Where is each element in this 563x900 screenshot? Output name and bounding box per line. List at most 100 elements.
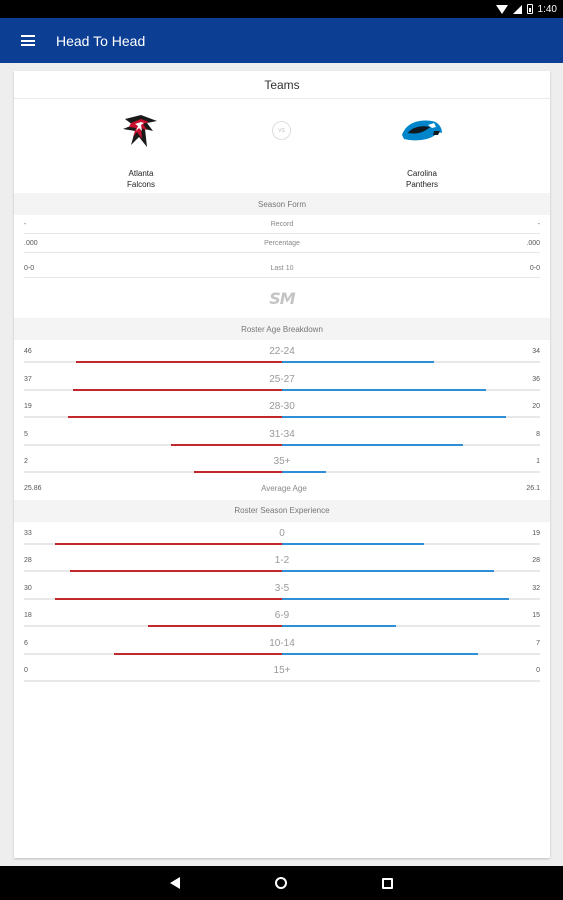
hamburger-icon — [21, 35, 35, 46]
experience-right-bar — [282, 542, 424, 545]
signal-icon — [512, 4, 522, 14]
wifi-icon — [495, 4, 508, 14]
age-label: 22-24 — [269, 346, 295, 357]
team-left[interactable]: Atlanta Falcons — [91, 109, 191, 190]
experience-left-bar — [70, 570, 282, 572]
average-age-row: 25.86 Average Age 26.1 — [24, 478, 540, 500]
battery-icon — [526, 4, 533, 14]
percentage-label: Percentage — [264, 239, 300, 247]
experience-left-bar — [148, 625, 282, 627]
age-label: 31-34 — [269, 428, 295, 440]
age-right-bar — [282, 471, 326, 473]
season-form-header: Season Form — [14, 193, 550, 215]
record-left: - — [24, 220, 27, 228]
experience-list: 33 0 19 28 1-2 28 30 3-5 32 18 6-9 15 6 10-14 7 0 15+ 0 — [14, 522, 550, 687]
experience-right-value: 15 — [532, 612, 540, 619]
panthers-logo-icon — [402, 120, 442, 141]
experience-right-value: 0 — [536, 667, 540, 674]
last-10-label: Last 10 — [270, 264, 294, 272]
age-left-value: 37 — [24, 375, 32, 383]
brand-logo-text: SM — [269, 288, 295, 308]
age-row: 2 35+ 1 — [24, 450, 540, 478]
age-left-bar — [73, 388, 282, 391]
age-right-value: 36 — [532, 375, 540, 383]
experience-left-bar — [114, 652, 282, 655]
experience-label: 15+ — [273, 665, 291, 676]
experience-right-value: 28 — [532, 557, 540, 564]
experience-row: 6 10-14 7 — [24, 632, 540, 660]
age-right-value: 8 — [536, 430, 540, 438]
experience-right-bar — [282, 597, 509, 600]
age-label: 28-30 — [269, 401, 295, 412]
experience-label: 3-5 — [274, 582, 290, 594]
age-left-bar — [171, 443, 282, 446]
team-left-name-2: Falcons — [126, 180, 155, 189]
experience-left-value: 6 — [24, 639, 28, 647]
experience-row: 33 0 19 — [24, 522, 540, 550]
team-right-name-2: Panthers — [405, 180, 439, 189]
experience-label: 1-2 — [274, 555, 290, 566]
age-right-value: 34 — [532, 348, 540, 355]
record-right: - — [537, 220, 540, 228]
experience-right-value: 32 — [532, 584, 540, 592]
experience-right-bar — [282, 625, 396, 627]
age-left-value: 46 — [24, 348, 32, 355]
age-label: 35+ — [273, 456, 291, 467]
experience-row: 18 6-9 15 — [24, 604, 540, 632]
last-10-right: 0-0 — [529, 264, 540, 272]
page-title: Head To Head — [56, 32, 146, 49]
age-right-bar — [282, 361, 434, 363]
experience-label: 6-9 — [274, 610, 290, 621]
age-label: 25-27 — [269, 373, 295, 385]
age-left-bar — [68, 416, 282, 418]
record-label: Record — [270, 220, 294, 228]
experience-row: 28 1-2 28 — [24, 549, 540, 577]
age-right-value: 20 — [532, 403, 540, 410]
team-right[interactable]: Carolina Panthers — [372, 109, 472, 190]
age-row: 19 28-30 20 — [24, 395, 540, 423]
experience-row: 30 3-5 32 — [24, 577, 540, 605]
experience-header: Roster Season Experience — [14, 499, 550, 522]
team-right-name-1: Carolina — [407, 169, 437, 178]
age-right-bar — [282, 416, 506, 418]
average-age-right: 26.1 — [526, 485, 540, 492]
average-age-label: Average Age — [261, 484, 307, 493]
last-10-left: 0-0 — [24, 264, 35, 272]
experience-right-bar — [282, 570, 494, 572]
experience-left-bar — [55, 597, 282, 600]
status-time: 1:40 — [537, 3, 557, 15]
age-right-value: 1 — [536, 458, 540, 465]
head-to-head-card: Teams Atlanta Falcons VS Carolina Panthe… — [14, 71, 550, 858]
card-title: Teams — [14, 71, 550, 99]
age-left-bar — [76, 361, 282, 363]
system-nav-bar — [0, 866, 563, 900]
last-10-row: 0-0 Last 10 0-0 — [24, 259, 540, 278]
experience-track — [24, 680, 540, 682]
age-breakdown-list: 46 22-24 34 37 25-27 36 19 28-30 20 5 31-34 8 2 35+ 1 — [14, 340, 550, 478]
experience-left-value: 28 — [24, 557, 32, 564]
status-bar: 1:40 — [0, 0, 563, 18]
percentage-right: .000 — [526, 239, 540, 247]
average-age-left: 25.86 — [24, 485, 42, 492]
team-left-name-1: Atlanta — [128, 169, 154, 178]
percentage-row: .000 Percentage .000 — [24, 234, 540, 253]
age-right-bar — [282, 388, 486, 391]
age-row: 37 25-27 36 — [24, 368, 540, 396]
percentage-left: .000 — [24, 239, 38, 247]
menu-button[interactable] — [0, 18, 56, 63]
sportsmanias-logo: SM — [14, 278, 550, 318]
age-right-bar — [282, 443, 463, 446]
experience-left-value: 33 — [24, 529, 32, 537]
record-row: - Record - — [24, 215, 540, 234]
home-icon[interactable] — [275, 877, 287, 889]
experience-left-value: 30 — [24, 584, 32, 592]
teams-header: Atlanta Falcons VS Carolina Panthers — [14, 99, 550, 193]
recent-apps-icon[interactable] — [382, 877, 393, 889]
back-icon[interactable] — [170, 877, 180, 889]
experience-right-bar — [282, 652, 478, 655]
experience-left-bar — [55, 542, 282, 545]
experience-label: 0 — [279, 527, 285, 539]
vs-badge: VS — [272, 121, 291, 140]
age-breakdown-header: Roster Age Breakdown — [14, 318, 550, 340]
experience-row: 0 15+ 0 — [24, 659, 540, 687]
